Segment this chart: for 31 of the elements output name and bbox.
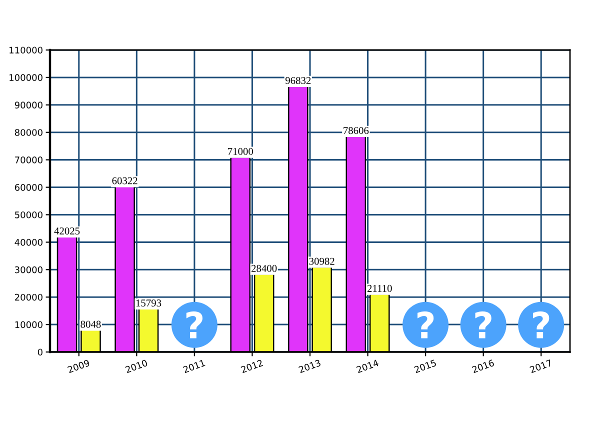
- data-label: 60322: [112, 177, 138, 184]
- data-label: 28400: [252, 264, 277, 272]
- data-label: 42025: [54, 227, 80, 235]
- x-tick-label: 2016: [472, 359, 494, 374]
- y-tick-label: 60000: [14, 184, 42, 191]
- y-tick-label: 70000: [15, 156, 42, 164]
- x-tick-label: 2011: [182, 359, 206, 374]
- data-label: 8048: [80, 320, 101, 328]
- y-tick-label: 20000: [15, 294, 42, 301]
- y-tick-label: 100000: [10, 74, 42, 82]
- y-tick-label: 30000: [15, 266, 42, 274]
- x-tick-label: 2009: [67, 359, 90, 374]
- y-tick-label: 50000: [15, 211, 42, 218]
- y-tick-label: 80000: [14, 129, 42, 136]
- x-tick-label: 2012: [240, 359, 264, 374]
- data-label: 71000: [228, 148, 253, 155]
- x-tick-label: 2014: [356, 359, 379, 374]
- y-tick-label: 40000: [14, 238, 42, 246]
- y-tick-label: 0: [38, 348, 42, 356]
- x-tick-label: 2010: [125, 359, 148, 374]
- data-label: 15793: [136, 300, 162, 307]
- x-tick-label: 2013: [298, 359, 322, 374]
- data-label: 96832: [285, 77, 311, 84]
- y-tick-label: 10000: [15, 321, 42, 328]
- data-label: 30982: [309, 258, 334, 265]
- y-tick-label: 110000: [10, 46, 42, 54]
- x-tick-label: 2015: [414, 359, 437, 374]
- y-tick-label: 90000: [14, 102, 42, 108]
- data-label: 78606: [344, 127, 369, 134]
- x-tick-label: 2017: [530, 359, 552, 374]
- data-label: 21110: [367, 284, 392, 292]
